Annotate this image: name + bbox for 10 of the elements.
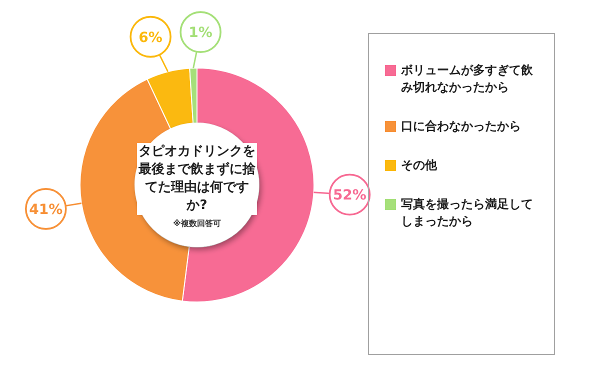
data-label: 41% <box>29 202 63 218</box>
legend-label: その他 <box>401 157 438 174</box>
text: ※複数回答可 <box>172 218 222 229</box>
legend-label: 口に合わなかったから <box>401 118 522 135</box>
text: タピオカドリンクを最後まで飲まずに捨てた理由は何ですか? <box>137 143 257 215</box>
data-label: 1% <box>188 25 212 42</box>
legend-label: ボリュームが多すぎて飲み切れなかったから <box>401 62 534 96</box>
data-label: 52% <box>332 188 366 204</box>
data-label: 6% <box>138 30 162 46</box>
legend-label: 写真を撮ったら満足してしまったから <box>401 196 534 230</box>
